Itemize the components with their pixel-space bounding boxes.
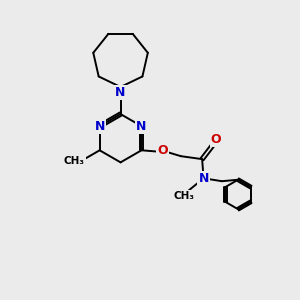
Text: O: O — [211, 134, 221, 146]
Text: N: N — [198, 172, 209, 185]
Text: O: O — [158, 144, 168, 157]
Text: CH₃: CH₃ — [64, 156, 85, 166]
Text: N: N — [136, 120, 147, 133]
Text: N: N — [116, 86, 126, 99]
Text: CH₃: CH₃ — [174, 191, 195, 201]
Text: N: N — [94, 120, 105, 133]
